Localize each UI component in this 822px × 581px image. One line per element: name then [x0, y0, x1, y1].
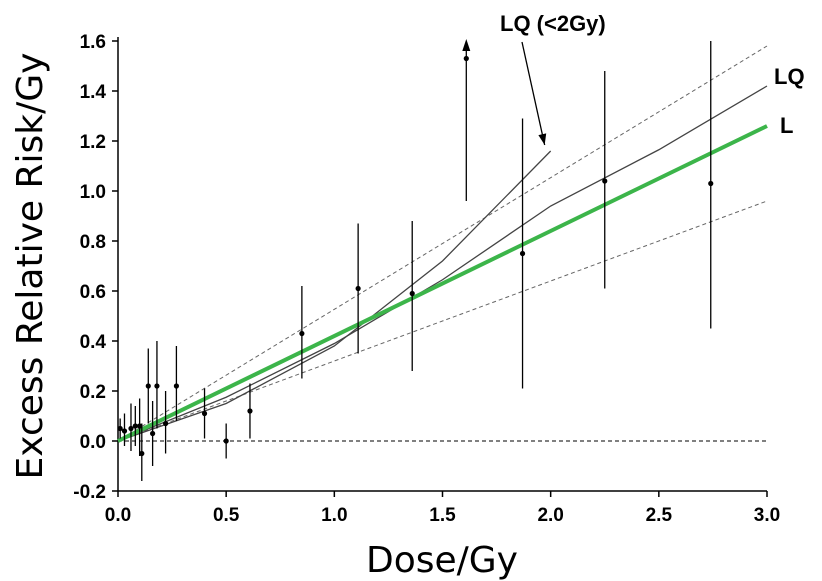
data-points	[117, 39, 714, 481]
data-point	[299, 286, 305, 379]
point-marker	[128, 425, 134, 432]
x-tick-label: 1.5	[429, 505, 456, 526]
data-point	[519, 118, 526, 389]
data-point	[223, 423, 229, 459]
data-point	[708, 41, 714, 329]
data-point	[145, 348, 151, 424]
point-marker	[247, 408, 253, 414]
y-tick-label: 0.2	[80, 382, 106, 403]
x-tick-label: 0.5	[213, 505, 240, 526]
point-marker	[602, 178, 608, 184]
data-point	[247, 383, 253, 439]
lq-low-dose-label: LQ (<2Gy)	[500, 11, 606, 36]
data-point	[132, 406, 138, 446]
linear-fit-line	[117, 124, 768, 443]
lq-fit-line	[117, 85, 768, 442]
data-point	[201, 388, 208, 439]
point-marker	[708, 180, 714, 187]
point-marker	[145, 383, 151, 389]
lower-ci-line	[117, 200, 768, 442]
point-marker	[117, 425, 123, 432]
point-marker	[139, 450, 145, 457]
y-tick-label: 0.4	[80, 332, 107, 353]
y-tick-label: -0.2	[73, 482, 106, 503]
data-point	[409, 221, 415, 371]
y-axis-title: Excess Relative Risk/Gy	[10, 53, 51, 480]
fit-lines	[117, 45, 768, 443]
point-marker	[223, 438, 229, 444]
up-arrow-icon	[462, 39, 471, 51]
y-tick-label: 1.4	[80, 82, 107, 103]
point-marker	[355, 285, 361, 292]
data-point	[117, 418, 123, 439]
data-point	[355, 223, 361, 354]
point-marker	[154, 383, 160, 389]
data-point	[173, 346, 180, 421]
arrow-shaft	[521, 41, 546, 146]
x-tick-label: 2.5	[646, 505, 673, 526]
x-axis-title: Dose/Gy	[366, 540, 518, 581]
lq-low-dose-fit-line	[117, 150, 552, 442]
point-marker	[201, 410, 208, 417]
point-marker	[162, 420, 169, 427]
x-tick-label: 3.0	[754, 505, 780, 526]
data-point	[602, 71, 608, 289]
point-marker	[150, 430, 156, 437]
x-tick-label: 2.0	[537, 505, 563, 526]
data-point	[128, 403, 134, 451]
x-tick-label: 1.0	[321, 505, 347, 526]
point-marker	[137, 423, 143, 429]
data-point	[121, 413, 128, 446]
x-axis-ticks: 0.0 0.5 1.0 1.5 2.0 2.5 3.0	[105, 491, 780, 526]
y-tick-label: 1.0	[80, 182, 106, 203]
data-point	[154, 341, 160, 429]
lq-label: LQ	[774, 64, 805, 89]
point-marker	[121, 428, 128, 434]
upper-ci-line	[117, 45, 768, 442]
y-axis-ticks: -0.2 0.0 0.2 0.4 0.6 0.8 1.0 1.2 1.4 1.6	[73, 32, 118, 503]
data-point	[139, 423, 145, 481]
data-point	[150, 401, 156, 466]
y-tick-label: 1.6	[80, 32, 106, 53]
y-tick-label: 1.2	[80, 132, 106, 153]
y-tick-label: 0.8	[80, 232, 106, 253]
point-marker	[463, 55, 469, 62]
y-tick-label: 0.6	[80, 282, 106, 303]
data-point	[162, 391, 169, 454]
point-marker	[173, 383, 180, 389]
data-point	[462, 39, 471, 201]
lq-low-dose-arrow	[521, 41, 547, 146]
point-marker	[409, 290, 415, 297]
arrow-head-icon	[538, 133, 547, 145]
data-point	[137, 398, 143, 456]
x-tick-label: 0.0	[105, 505, 131, 526]
y-tick-label: 0.0	[80, 432, 106, 453]
point-marker	[299, 330, 305, 337]
linear-label: L	[780, 113, 793, 138]
point-marker	[519, 250, 526, 257]
point-marker	[132, 423, 138, 429]
